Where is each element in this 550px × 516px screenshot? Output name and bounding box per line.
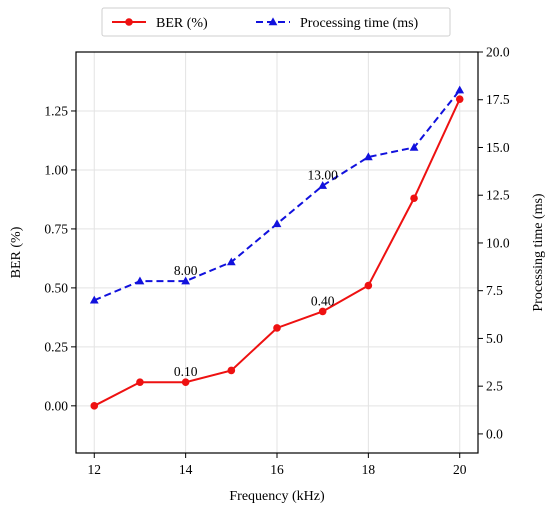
y-left-tick-label: 0.50 [44, 280, 68, 295]
y-left-tick-label: 0.25 [44, 339, 68, 354]
legend-marker-2 [268, 17, 278, 26]
series-2-point [181, 276, 191, 285]
y-axis-left: 0.00 0.25 0.50 0.75 1.00 1.25 [44, 103, 76, 413]
y-left-tick-label: 1.00 [44, 162, 68, 177]
x-tick-label: 14 [179, 462, 193, 477]
y-right-tick-label: 0.0 [486, 426, 503, 441]
y-right-tick-label: 2.5 [486, 379, 503, 394]
x-tick-label: 18 [362, 462, 376, 477]
series-1-point [455, 95, 464, 103]
y-left-tick-label: 0.00 [44, 398, 68, 413]
series-2-point [318, 181, 328, 189]
x-tick-label: 16 [270, 462, 284, 477]
series-1-point [136, 378, 144, 387]
x-axis-label: Frequency (kHz) [229, 489, 325, 504]
series-1-point [318, 307, 327, 316]
y-right-tick-label: 17.5 [486, 92, 510, 107]
y-left-tick-label: 0.75 [44, 221, 68, 236]
x-tick-label: 20 [453, 462, 467, 477]
series-2-point [272, 219, 282, 228]
series-2-point [363, 152, 373, 161]
y-right-tick-label: 12.5 [486, 188, 510, 203]
series-2-point [226, 257, 236, 266]
data-label: 13.00 [307, 168, 338, 183]
series-group [89, 85, 465, 410]
series-2-point [455, 85, 465, 94]
y-right-tick-label: 5.0 [486, 331, 503, 346]
y-right-tick-label: 20.0 [486, 45, 510, 60]
series-1-point [90, 402, 99, 410]
legend: BER (%) Processing time (ms) [101, 7, 451, 37]
y-axis-right: 0.0 2.5 5.0 7.5 10.0 12.5 15.0 17.5 20.0 [478, 45, 510, 441]
series-1-point [273, 324, 281, 332]
grid [76, 52, 478, 453]
y-left-tick-label: 1.25 [44, 103, 68, 118]
y-axis-left-label: BER (%) [9, 226, 24, 278]
x-axis: 12 14 16 18 20 [88, 453, 467, 477]
legend-box [101, 7, 451, 37]
y-right-tick-label: 15.0 [486, 140, 510, 155]
y-axis-right-label: Processing time (ms) [531, 193, 546, 312]
data-label: 0.40 [311, 293, 335, 308]
y-right-tick-label: 7.5 [486, 283, 503, 298]
series-1-point [227, 366, 236, 375]
series-1-point [410, 194, 418, 203]
series-2-point [89, 295, 99, 304]
data-label: 8.00 [174, 263, 198, 278]
y-right-tick-label: 10.0 [486, 235, 510, 250]
legend-label-2: Processing time (ms) [300, 16, 419, 31]
series-1-point [181, 378, 190, 387]
series-2-point [409, 142, 419, 151]
legend-marker-1 [125, 18, 133, 26]
series-2-point [135, 276, 145, 285]
annotations: 0.10 0.40 8.00 13.00 [174, 168, 338, 380]
data-label: 0.10 [174, 364, 198, 379]
series-1-point [364, 281, 373, 290]
legend-label-1: BER (%) [156, 16, 208, 31]
x-tick-label: 12 [88, 462, 102, 477]
